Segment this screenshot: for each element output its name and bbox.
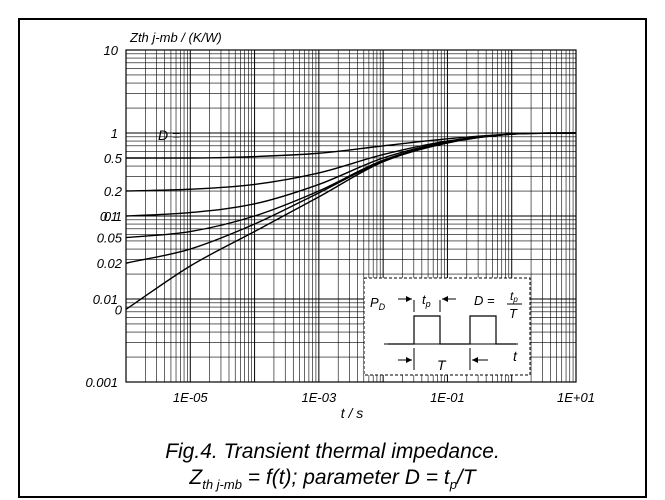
x-tick-label: 1E-05 [173,390,208,405]
tp-arrowhead-right [442,296,448,302]
caption-p-subscript: p [449,477,457,492]
caption-end: /T [456,466,476,489]
inset-box [363,277,531,376]
figure-caption-line1: Fig.4. Transient thermal impedance. [165,440,500,463]
y-tick-label: 1 [111,126,118,141]
y-tick-label: 0.01 [93,292,118,307]
series-label-d-0.05: 0.05 [97,231,123,246]
caption-mid: = f(t); parameter D = t [241,466,450,489]
series-label-d-0: 0 [115,302,123,317]
x-axis-label: t / s [341,405,364,421]
pulse-diagram-inset: PD tp D = tp T T t [363,277,531,376]
period-arrowhead-left [406,357,412,363]
period-arrowhead-right [472,357,478,363]
inset-time-label: t [513,348,518,364]
x-tick-label: 1E-03 [302,390,337,405]
inset-tp-label: tp [422,292,431,309]
series-label-d-0.02: 0.02 [97,256,123,271]
x-tick-label: 1E-01 [430,390,465,405]
parameter-label: D = [158,127,180,143]
plot-grid [126,50,576,382]
inset-formula-numerator: tp [510,289,518,304]
inset-period-label: T [437,357,447,373]
curve-d-0 [125,132,577,310]
series-label-d-0.1: 0.1 [104,209,122,224]
y-axis-label: Zth j-mb / (K/W) [129,30,222,45]
caption-z: Z [189,466,203,489]
curves-group: 0.5 0.2 0.1 0.05 0.02 0 [97,132,577,317]
x-tick-label: 1E+01 [557,390,595,405]
y-tick-label: 0.1 [100,209,118,224]
inset-formula-label: D = [474,293,495,308]
series-label-d-0.5: 0.5 [104,151,123,166]
series-label-d-0.2: 0.2 [104,184,123,199]
tick-labels-group: 1E-05 1E-03 1E-01 1E+01 10 1 0.1 0.01 0.001 [85,43,595,405]
caption-z-subscript: th j-mb [202,477,242,492]
figure-caption-line2: Zth j-mb = f(t); parameter D = tp/T [18,466,647,492]
tp-arrowhead-left [406,296,412,302]
y-tick-label: 10 [104,43,119,58]
y-tick-label: 0.001 [85,375,118,390]
inset-p-label: PD [370,295,386,312]
inset-formula-denominator: T [509,306,518,321]
